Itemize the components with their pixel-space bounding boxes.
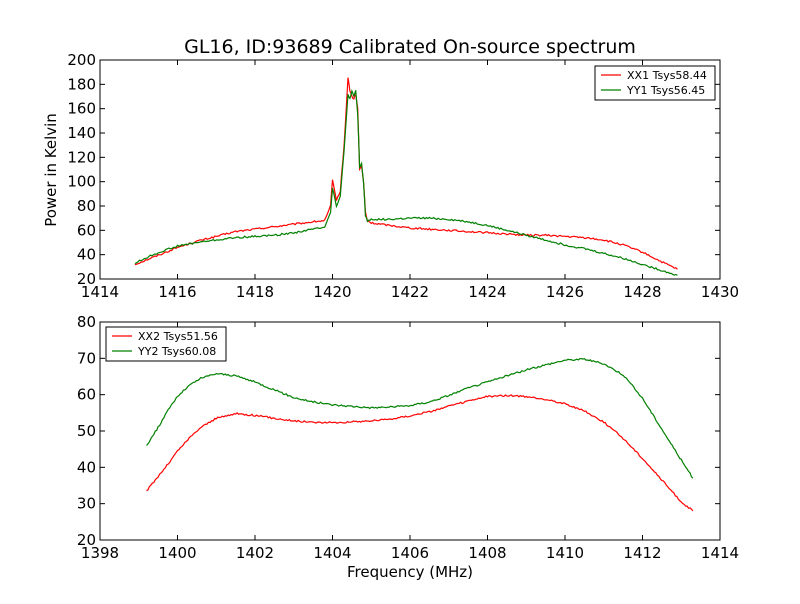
bottom-plot-panel: 1398 1400 1402 1404 1406 1408 1410 1412 1414 20 30… — [77, 313, 739, 562]
x-tick-label: 1400 — [158, 544, 196, 562]
y-tick-label: 100 — [67, 173, 96, 191]
legend-label: XX1 Tsys58.44 — [627, 69, 707, 82]
y-tick-label: 140 — [67, 124, 96, 142]
y-tick-label: 20 — [77, 270, 96, 288]
x-tick-label: 1430 — [701, 283, 739, 301]
legend-label: YY2 Tsys60.08 — [137, 345, 216, 358]
y-tick-label: 180 — [67, 75, 96, 93]
y-tick-label: 70 — [77, 349, 96, 367]
top-plot-panel: 1414 1416 1418 1420 1422 1424 1426 1428 1430 20 40… — [67, 51, 739, 301]
x-tick-label: 1422 — [391, 283, 429, 301]
x-tick-label: 1408 — [468, 544, 506, 562]
x-tick-label: 1420 — [313, 283, 351, 301]
x-tick-label: 1418 — [236, 283, 274, 301]
y-tick-label: 50 — [77, 422, 96, 440]
x-tick-label: 1414 — [81, 283, 119, 301]
x-tick-label: 1428 — [623, 283, 661, 301]
y-axis-label: Power in Kelvin — [42, 113, 60, 227]
series-line-1-1 — [134, 77, 678, 270]
x-tick-label: 1426 — [546, 283, 584, 301]
y-tick-label: 30 — [77, 495, 96, 513]
x-tick-label: 1406 — [391, 544, 429, 562]
x-tick-label: 1424 — [468, 283, 506, 301]
y-tick-label: 80 — [77, 313, 96, 331]
legend-box — [594, 65, 716, 101]
x-tick-label: 1412 — [623, 544, 661, 562]
y-tick-label: 40 — [77, 458, 96, 476]
series-line-2-2 — [146, 358, 694, 479]
x-tick-label: 1410 — [546, 544, 584, 562]
legend-label: YY1 Tsys56.45 — [626, 84, 705, 97]
y-tick-label: 60 — [77, 386, 96, 404]
legend-box — [105, 326, 227, 362]
y-tick-label: 120 — [67, 148, 96, 166]
y-tick-label: 40 — [77, 246, 96, 264]
x-tick-label: 1416 — [158, 283, 196, 301]
y-tick-label: 160 — [67, 100, 96, 118]
legend: XX2 Tsys51.56 YY2 Tsys60.08 — [105, 326, 227, 362]
y-tick-label: 20 — [77, 531, 96, 549]
y-tick-label: 80 — [77, 197, 96, 215]
chart-title: GL16, ID:93689 Calibrated On-source spec… — [184, 36, 636, 58]
series-line-1-2 — [134, 89, 678, 276]
x-tick-label: 1404 — [313, 544, 351, 562]
x-tick-label: 1402 — [236, 544, 274, 562]
x-tick-label: 1414 — [701, 544, 739, 562]
legend: XX1 Tsys58.44 YY1 Tsys56.45 — [594, 65, 716, 101]
x-tick-label: 1398 — [81, 544, 119, 562]
legend-label: XX2 Tsys51.56 — [138, 330, 218, 343]
series-line-2-1 — [146, 394, 694, 512]
y-tick-label: 200 — [67, 51, 96, 69]
x-axis-label: Frequency (MHz) — [347, 563, 473, 581]
y-tick-label: 60 — [77, 221, 96, 239]
